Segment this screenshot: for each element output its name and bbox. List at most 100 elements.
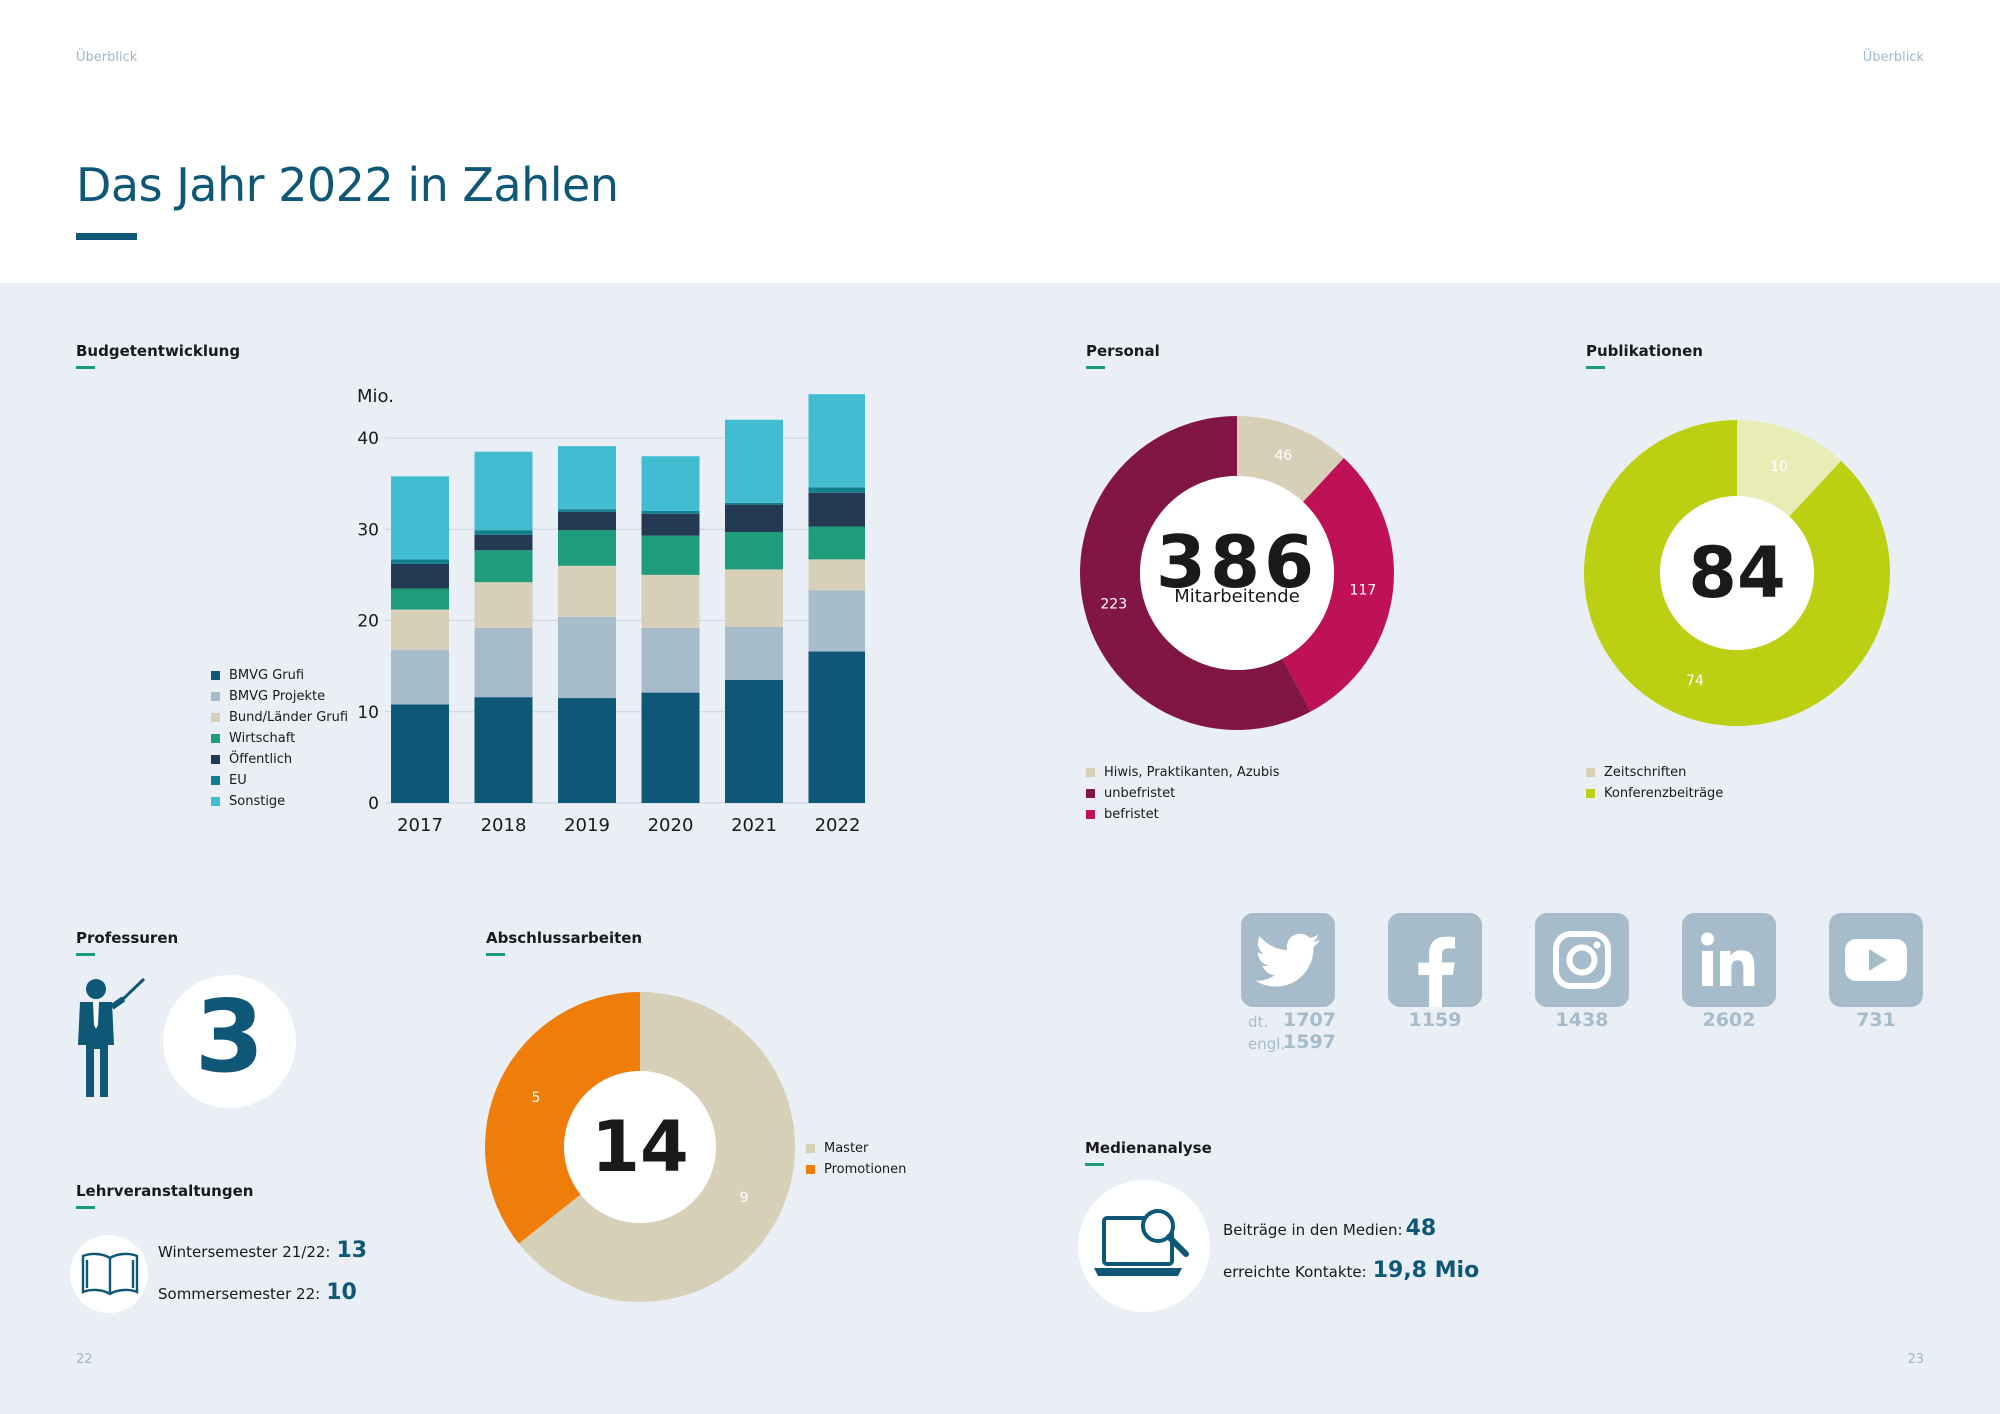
slice-value-label: 46 [1275, 448, 1293, 464]
bar-segment [808, 559, 865, 591]
bar-segment [558, 446, 616, 510]
bar-segment [474, 697, 533, 803]
abschluss-legend: Master Promotionen [806, 1138, 906, 1180]
bar-segment [725, 502, 783, 505]
personal-legend-item: befristet [1086, 804, 1280, 825]
lehre-sommer-value: 10 [326, 1280, 357, 1305]
bar-segment [474, 627, 533, 698]
abschluss-donut-chart: 95 [485, 992, 795, 1302]
lehre-sommer-label: Sommersemester 22: [158, 1285, 321, 1303]
slice-value-label: 5 [531, 1090, 540, 1106]
bar-segment [641, 535, 700, 575]
bar-segment [391, 559, 449, 564]
bar-segment [558, 511, 616, 531]
medien-row-kontakte: erreichte Kontakte: 19,8 Mio [1223, 1258, 1479, 1283]
budget-bar-chart: Mio. 0 10 20 30 40 2017 2018 2019 2020 2021 2022 [357, 386, 865, 836]
legend-label: Öffentlich [229, 752, 293, 767]
medien-beitraege-label: Beiträge in den Medien: [1223, 1221, 1403, 1239]
bar-segment [725, 569, 783, 627]
bar-segment [641, 456, 700, 511]
section-underline [76, 1206, 95, 1209]
donut-hole [564, 1071, 716, 1223]
budget-legend-item: BMVG Grufi [211, 665, 348, 686]
medien-kontakte-label: erreichte Kontakte: [1223, 1263, 1367, 1281]
section-underline [1085, 1163, 1104, 1166]
legend-swatch [211, 692, 220, 701]
x-tick-label: 2017 [397, 815, 443, 836]
y-tick-label: 20 [357, 612, 379, 632]
x-tick-label: 2018 [481, 815, 527, 836]
budget-legend-item: Bund/Länder Grufi [211, 707, 348, 728]
legend-label: unbefristet [1104, 786, 1176, 801]
legend-label: Bund/Länder Grufi [229, 710, 349, 725]
bar-segment [641, 692, 700, 803]
medien-row-beitraege: Beiträge in den Medien: 48 [1223, 1216, 1436, 1241]
legend-swatch [211, 776, 220, 785]
running-header-right: Überblick [1862, 50, 1924, 65]
bar-segment [558, 530, 616, 566]
legend-swatch [1586, 789, 1595, 798]
budget-legend-item: BMVG Projekte [211, 686, 348, 707]
legend-label: befristet [1104, 807, 1159, 822]
medien-circle [1078, 1180, 1210, 1312]
instagram-icon [1535, 913, 1629, 1007]
personal-total: 386 [1155, 520, 1319, 604]
bar-segment [474, 534, 533, 551]
personal-legend-item: unbefristet [1086, 783, 1280, 804]
budget-legend-item: Öffentlich [211, 749, 348, 770]
legend-swatch [1086, 768, 1095, 777]
donut-slice [1282, 457, 1394, 712]
abschluss-total: 14 [591, 1106, 689, 1188]
bar-segment [391, 563, 449, 589]
legend-label: Hiwis, Praktikanten, Azubis [1104, 765, 1280, 780]
abschluss-legend-item: Master [806, 1138, 906, 1159]
publikationen-legend-item: Zeitschriften [1586, 762, 1723, 783]
bar-segment [391, 609, 449, 650]
twitter-count-de: 1707 [1283, 1009, 1336, 1031]
publikationen-donut-chart: 10 74 [1584, 420, 1890, 726]
legend-swatch [1086, 789, 1095, 798]
donut-slice [1080, 416, 1311, 730]
section-underline [1586, 366, 1605, 369]
donut-hole [1140, 476, 1334, 670]
publikationen-section-title: Publikationen [1586, 342, 1703, 360]
slice-value-label: 117 [1350, 582, 1377, 598]
budget-legend-item: Sonstige [211, 791, 348, 812]
header-area [0, 0, 2000, 283]
donut-slice [1237, 416, 1344, 502]
bar-segment [808, 492, 865, 527]
y-unit-label: Mio. [357, 386, 394, 407]
bar-segment [391, 588, 449, 610]
bar-segment [725, 626, 783, 680]
lehre-row-winter: Wintersemester 21/22: 13 [158, 1238, 367, 1263]
section-underline [76, 366, 95, 369]
slice-value-label: 223 [1100, 597, 1127, 613]
personal-legend: Hiwis, Praktikanten, Azubis unbefristet be… [1086, 762, 1280, 825]
bar-segment [725, 531, 783, 570]
bar-segment [808, 590, 865, 652]
y-tick-label: 40 [357, 429, 379, 449]
facebook-icon [1388, 913, 1482, 1007]
section-underline [486, 953, 505, 956]
x-tick-label: 2019 [564, 815, 610, 836]
legend-label: Sonstige [229, 794, 286, 809]
legend-label: Master [824, 1141, 869, 1156]
bar-segment [808, 651, 865, 803]
legend-swatch [211, 797, 220, 806]
budget-section-title: Budgetentwicklung [76, 342, 241, 360]
lehre-section-title: Lehrveranstaltungen [76, 1182, 254, 1200]
section-underline [1086, 366, 1105, 369]
budget-legend: BMVG Grufi BMVG Projekte Bund/Länder Grufi… [211, 665, 348, 812]
youtube-count: 731 [1856, 1009, 1896, 1031]
legend-swatch [806, 1165, 815, 1174]
personal-donut-chart: 46 117 223 [1080, 416, 1394, 730]
lehre-row-sommer: Sommersemester 22: 10 [158, 1280, 357, 1305]
section-underline [76, 953, 95, 956]
legend-label: BMVG Grufi [229, 668, 305, 683]
laptop-search-icon [1094, 1209, 1189, 1276]
x-tick-label: 2022 [815, 815, 861, 836]
legend-swatch [211, 755, 220, 764]
donut-slice [518, 992, 795, 1302]
bar-segment [474, 582, 533, 628]
y-tick-label: 0 [368, 794, 379, 814]
